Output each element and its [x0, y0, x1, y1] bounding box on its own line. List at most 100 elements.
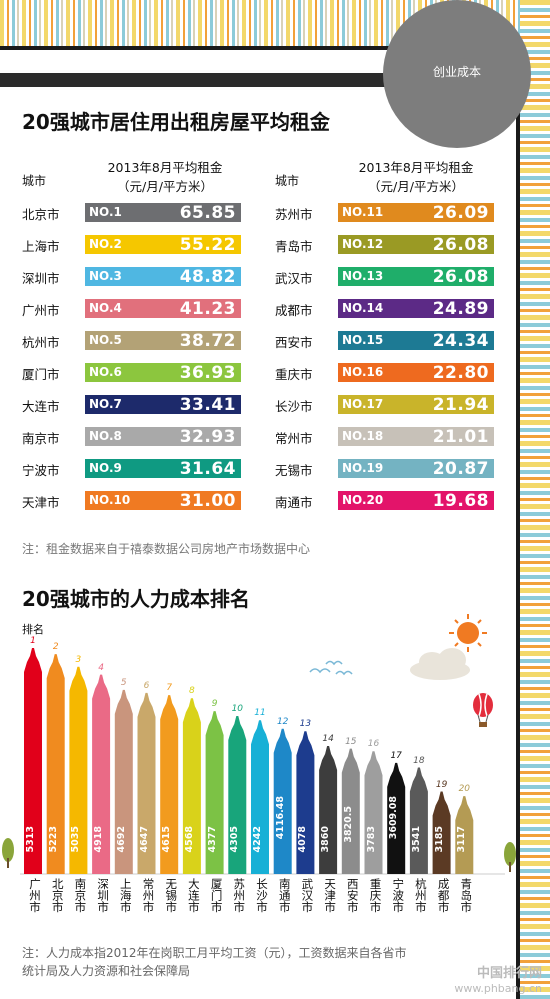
rent-value: 55.22: [179, 235, 236, 255]
labor-value-label: 3860: [320, 826, 332, 853]
rent-col-rent-right-line1: 2013年8月平均租金: [358, 160, 474, 175]
rent-bar: NO.15 24.34: [338, 331, 494, 351]
rent-rank: NO.12: [342, 237, 384, 251]
rent-value: 26.08: [432, 267, 489, 287]
rent-city: 天津市: [22, 495, 60, 510]
rent-bar: NO.13 26.08: [338, 267, 494, 287]
rent-rank: NO.19: [342, 461, 384, 475]
rent-value: 32.93: [179, 427, 236, 447]
rent-col-rent-left-line2: （元/月/平方米）: [117, 179, 213, 194]
labor-value-label: 4647: [138, 826, 150, 853]
rent-bar: NO.6 36.93: [85, 363, 241, 383]
rent-city: 南通市: [275, 495, 313, 510]
rent-bar: NO.9 31.64: [85, 459, 241, 479]
rent-city: 武汉市: [275, 271, 313, 286]
rent-bar: NO.1 65.85: [85, 203, 241, 223]
header-dark-band: [0, 73, 430, 87]
tree-icon: [504, 842, 516, 872]
labor-bar: [387, 762, 406, 874]
labor-rank-label: 4: [98, 662, 104, 673]
rent-col-city-left: 城市: [22, 174, 47, 188]
rent-col-rent-left: 2013年8月平均租金 （元/月/平方米）: [85, 158, 245, 196]
rent-city: 成都市: [275, 303, 313, 318]
rent-rank: NO.13: [342, 269, 384, 283]
labor-rank-label: 15: [345, 736, 357, 747]
labor-rank-label: 9: [211, 699, 218, 710]
rent-col-city-right: 城市: [275, 174, 300, 188]
hot-air-balloon-icon: [473, 693, 493, 727]
labor-rank-label: 12: [276, 716, 289, 727]
labor-bar: [364, 751, 383, 874]
labor-value-label: 4078: [297, 826, 309, 853]
labor-bar: [182, 698, 201, 874]
rent-rank: NO.11: [342, 205, 384, 219]
rent-rank: NO.16: [342, 365, 384, 379]
labor-rank-label: 1: [30, 636, 36, 646]
rent-city: 厦门市: [22, 367, 60, 382]
labor-rank-label: 16: [367, 739, 380, 750]
rent-value: 65.85: [179, 203, 236, 223]
labor-category-label: 南通市: [277, 878, 292, 913]
rent-bar: NO.11 26.09: [338, 203, 494, 223]
rent-value: 31.64: [179, 459, 236, 479]
rent-bar: NO.7 33.41: [85, 395, 241, 415]
labor-category-label: 长沙市: [255, 878, 269, 913]
rent-value: 24.34: [432, 331, 489, 351]
labor-rank-label: 19: [435, 779, 448, 790]
labor-bar: [137, 692, 156, 874]
rent-rank: NO.18: [342, 429, 384, 443]
rent-bar: NO.16 22.80: [338, 363, 494, 383]
tree-icon: [2, 838, 14, 868]
rent-title: 20强城市居住用出租房屋平均租金: [22, 110, 330, 134]
labor-category-label: 无锡市: [164, 878, 179, 913]
labor-category-label: 杭州市: [413, 878, 428, 913]
labor-value-label: 4305: [229, 826, 241, 853]
rent-rank: NO.2: [89, 237, 122, 251]
labor-rank-label: 8: [189, 686, 195, 697]
rent-col-rent-right-line2: （元/月/平方米）: [368, 179, 464, 194]
labor-bar: [69, 666, 88, 874]
badge-label: 创业成本: [432, 65, 481, 79]
labor-category-label: 重庆市: [368, 878, 383, 913]
rent-city: 广州市: [22, 303, 60, 318]
labor-value-label: 4568: [183, 826, 195, 853]
rent-value: 19.68: [432, 491, 489, 511]
rent-col-rent-left-line1: 2013年8月平均租金: [107, 160, 223, 175]
labor-bar: [432, 791, 451, 874]
rent-col-rent-right: 2013年8月平均租金 （元/月/平方米）: [336, 158, 496, 196]
rent-value: 33.41: [179, 395, 236, 415]
labor-rank-label: 18: [413, 755, 425, 766]
rent-city: 苏州市: [275, 207, 313, 222]
chart-bars: [24, 648, 474, 874]
labor-value-label: 3185: [433, 826, 445, 853]
labor-category-label: 西安市: [345, 878, 360, 913]
rent-value: 24.89: [432, 299, 489, 319]
rent-value: 21.01: [432, 427, 489, 447]
labor-bar: [24, 648, 42, 874]
labor-rank-label: 6: [143, 680, 150, 691]
rent-bar: NO.19 20.87: [338, 459, 494, 479]
labor-bar: [228, 715, 247, 874]
labor-category-label: 厦门市: [209, 878, 224, 913]
rent-rank: NO.7: [89, 397, 122, 411]
badge-circle: [383, 0, 531, 148]
rent-rank: NO.20: [342, 493, 384, 507]
rent-value: 26.09: [432, 203, 489, 223]
rent-value: 20.87: [432, 459, 489, 479]
rent-value: 26.08: [432, 235, 489, 255]
labor-bar: [114, 689, 133, 874]
rent-bar: NO.18 21.01: [338, 427, 494, 447]
rent-city: 宁波市: [22, 463, 60, 478]
rent-city: 深圳市: [22, 271, 60, 286]
labor-value-label: 3117: [456, 826, 468, 853]
labor-rank-label: 3: [75, 654, 82, 665]
labor-bar: [92, 674, 111, 874]
rent-city: 杭州市: [22, 335, 60, 350]
labor-value-label: 3609.08: [388, 796, 400, 840]
labor-value-label: 4377: [206, 826, 218, 853]
labor-value-label: 4116.48: [274, 796, 286, 840]
labor-note: 注：人力成本指2012年在岗职工月平均工资（元），工资数据来自各省市 统计局及人…: [22, 944, 407, 980]
labor-value-label: 4918: [93, 826, 105, 853]
labor-value-label: 5223: [47, 826, 59, 853]
rent-bar: NO.4 41.23: [85, 299, 241, 319]
